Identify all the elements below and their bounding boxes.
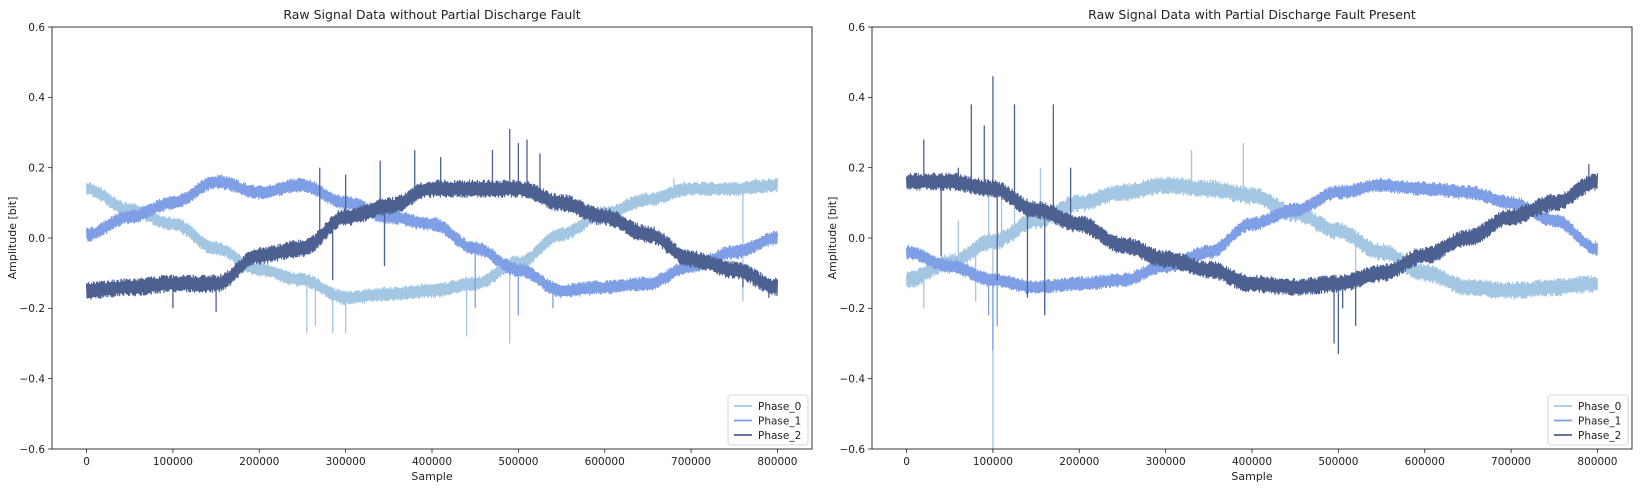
x-tick-label: 500000 <box>498 456 538 468</box>
y-tick-label: 0.2 <box>28 162 45 174</box>
x-tick-label: 300000 <box>326 456 366 468</box>
x-tick-label: 700000 <box>671 456 711 468</box>
legend-label-Phase_2: Phase_2 <box>1578 430 1621 442</box>
legend-label-Phase_1: Phase_1 <box>758 415 801 427</box>
plot-area <box>85 128 779 344</box>
x-tick-label: 100000 <box>973 456 1013 468</box>
series-line-Phase_1 <box>85 174 779 299</box>
y-tick-label: 0.6 <box>28 22 45 34</box>
x-tick-label: 400000 <box>1232 456 1272 468</box>
series-line-Phase_0 <box>905 176 1599 300</box>
series-line-Phase_2 <box>905 172 1599 297</box>
legend: Phase_0 Phase_1 Phase_2 <box>727 394 809 446</box>
x-tick-label: 300000 <box>1146 456 1186 468</box>
x-axis-label: Sample <box>1231 470 1272 483</box>
y-tick-label: −0.4 <box>20 373 46 385</box>
x-tick-label: 0 <box>83 456 90 468</box>
x-tick-label: 0 <box>903 456 910 468</box>
y-tick-label: 0.6 <box>848 22 865 34</box>
y-tick-label: 0.0 <box>28 233 45 245</box>
chart-panel-1: 0 100000 200000 300000 400000 500000 600000 700… <box>826 7 1633 483</box>
legend-box <box>1547 394 1629 446</box>
legend-box <box>727 394 809 446</box>
x-tick-label: 800000 <box>1577 456 1617 468</box>
legend-label-Phase_2: Phase_2 <box>758 430 801 442</box>
y-axis-label: Amplitude [bit] <box>6 197 19 280</box>
x-tick-label: 200000 <box>1059 456 1099 468</box>
x-tick-label: 700000 <box>1491 456 1531 468</box>
legend-label-Phase_0: Phase_0 <box>758 401 801 413</box>
legend-label-Phase_0: Phase_0 <box>1578 401 1621 413</box>
y-tick-label: −0.6 <box>840 444 866 456</box>
legend-label-Phase_1: Phase_1 <box>1578 415 1621 427</box>
chart-title: Raw Signal Data with Partial Discharge F… <box>1088 7 1416 22</box>
y-axis-label: Amplitude [bit] <box>826 197 839 280</box>
y-tick-label: 0.2 <box>848 162 865 174</box>
y-tick-label: −0.6 <box>20 444 46 456</box>
series-line-Phase_2 <box>85 179 779 300</box>
legend: Phase_0 Phase_1 Phase_2 <box>1547 394 1629 446</box>
y-tick-label: −0.4 <box>840 373 866 385</box>
x-tick-label: 500000 <box>1318 456 1358 468</box>
y-tick-label: 0.4 <box>848 92 865 104</box>
x-tick-label: 100000 <box>153 456 193 468</box>
y-tick-label: −0.2 <box>840 303 866 315</box>
chart-title: Raw Signal Data without Partial Discharg… <box>283 7 580 22</box>
chart-panel-0: 0 100000 200000 300000 400000 500000 600000 700… <box>6 7 813 483</box>
x-tick-label: 600000 <box>585 456 625 468</box>
y-tick-label: 0.0 <box>848 233 865 245</box>
y-tick-label: −0.2 <box>20 303 46 315</box>
x-tick-label: 400000 <box>412 456 452 468</box>
plot-area <box>905 76 1599 449</box>
x-axis-label: Sample <box>411 470 452 483</box>
series-line-Phase_1 <box>905 177 1599 295</box>
y-tick-label: 0.4 <box>28 92 45 104</box>
axes-frame <box>51 26 813 450</box>
x-tick-label: 200000 <box>239 456 279 468</box>
x-tick-label: 800000 <box>757 456 797 468</box>
series-line-Phase_0 <box>85 178 779 306</box>
x-tick-label: 600000 <box>1405 456 1445 468</box>
